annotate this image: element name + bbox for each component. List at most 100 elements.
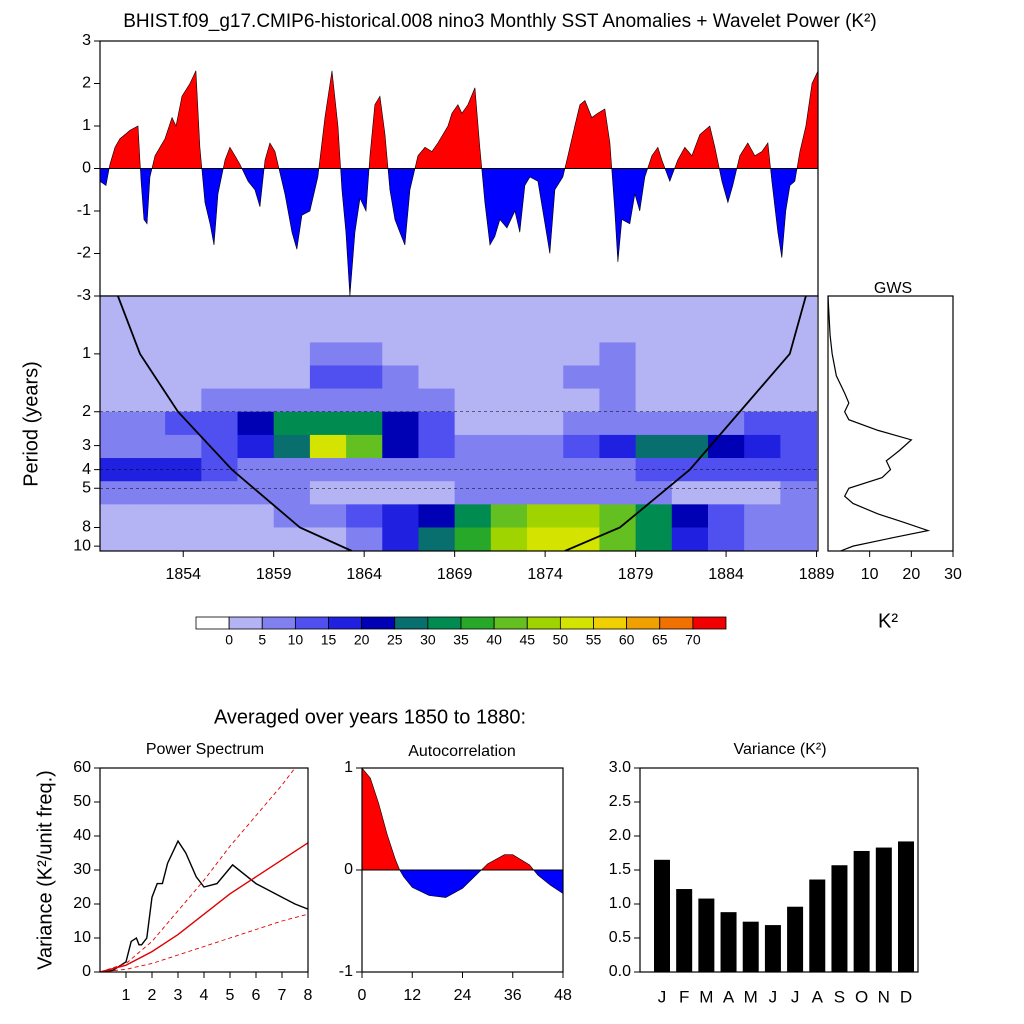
heat-cell	[346, 342, 383, 366]
plot-frame	[827, 295, 954, 552]
heat-cell	[382, 481, 419, 505]
heat-cell	[128, 296, 166, 320]
heat-cell	[599, 504, 637, 528]
heat-cell	[744, 527, 781, 551]
heat-cell	[599, 411, 637, 436]
bar	[654, 859, 670, 972]
heat-cell	[237, 411, 275, 436]
heat-cell	[671, 342, 709, 366]
colorbar-box	[328, 616, 363, 630]
series-line	[100, 913, 308, 972]
heat-cell	[309, 434, 347, 459]
x-tick-label: A	[812, 987, 824, 1006]
heat-cell	[490, 434, 528, 459]
heat-cell	[599, 365, 637, 390]
heat-cell	[563, 365, 600, 390]
heat-cell	[100, 342, 130, 366]
heat-cell	[165, 481, 202, 505]
heat-cell	[382, 527, 419, 551]
heat-cell	[563, 481, 600, 505]
colorbar-box	[294, 616, 329, 630]
heat-cell	[454, 527, 492, 551]
x-tick-label: 1879	[618, 566, 654, 583]
gws-line	[828, 296, 931, 551]
colorbar-label: 0	[225, 632, 233, 648]
heat-cell	[780, 504, 818, 528]
heat-cell	[635, 504, 673, 528]
heat-cell	[237, 458, 275, 482]
x-tick-label: 1854	[165, 566, 201, 583]
y-tick-label: 1.5	[609, 861, 631, 878]
colorbar-label: 65	[652, 632, 668, 648]
colorbar-box	[361, 616, 396, 630]
x-tick-label: J	[791, 987, 800, 1006]
heat-cell	[165, 365, 202, 390]
heat-cell	[165, 342, 202, 366]
heat-cell	[563, 411, 600, 436]
chart-title: Variance (K²)	[733, 741, 826, 758]
heat-cell	[201, 296, 239, 320]
heat-cell	[128, 411, 166, 436]
heat-cell	[454, 342, 492, 366]
heat-cell	[128, 458, 166, 482]
y-tick-label: 2.0	[609, 827, 631, 844]
x-tick-label: 1859	[256, 566, 292, 583]
heat-cell	[599, 527, 637, 551]
heat-cell	[563, 504, 600, 528]
heat-cell	[527, 504, 564, 528]
heat-cell	[165, 296, 202, 320]
y-tick-label: -3	[77, 287, 91, 304]
area	[362, 768, 563, 898]
heat-cell	[165, 458, 202, 482]
heat-cell	[201, 527, 239, 551]
y-tick-label: 2.5	[609, 793, 631, 810]
heat-cell	[527, 411, 564, 436]
colorbar-box	[228, 616, 263, 630]
x-tick-label: 6	[252, 987, 261, 1004]
plot-frame	[361, 767, 564, 973]
heat-cell	[454, 388, 492, 413]
y-tick-label: 10	[73, 537, 91, 554]
colorbar-label: 5	[258, 632, 266, 648]
heat-cell	[599, 342, 637, 366]
heat-cell	[128, 481, 166, 505]
heat-cell	[273, 388, 311, 413]
heat-cell	[165, 318, 202, 343]
plot-frame	[99, 295, 819, 552]
heat-cell	[527, 342, 564, 366]
heat-cell	[309, 365, 347, 390]
y-tick-label: 50	[73, 793, 91, 810]
colorbar-label: 50	[553, 632, 569, 648]
heat-cell	[744, 296, 781, 320]
bar	[875, 847, 892, 972]
heat-cell	[635, 318, 673, 343]
area	[100, 70, 818, 296]
heat-cell	[382, 388, 419, 413]
plot-frame	[99, 767, 309, 973]
heat-cell	[346, 388, 383, 413]
heat-cell	[744, 481, 781, 505]
x-tick-label: F	[679, 987, 689, 1006]
x-axis-label: K²	[878, 610, 898, 632]
heat-cell	[780, 481, 818, 505]
heat-cell	[309, 296, 347, 320]
y-tick-label: 3	[82, 437, 91, 454]
heat-cell	[418, 296, 456, 320]
heat-cell	[346, 434, 383, 459]
x-tick-label: 1884	[708, 566, 744, 583]
colorbar-box	[526, 616, 561, 630]
heat-cell	[707, 388, 745, 413]
y-tick-label: -1	[339, 963, 353, 980]
y-tick-label: 40	[73, 827, 91, 844]
heat-cell	[128, 342, 166, 366]
heat-cell	[128, 504, 166, 528]
x-tick-label: J	[769, 987, 778, 1006]
x-tick-label: 1	[122, 987, 131, 1004]
y-tick-label: 2	[82, 75, 91, 92]
heat-cell	[346, 504, 383, 528]
colorbar-box	[692, 616, 727, 630]
heat-cell	[780, 365, 818, 390]
heat-cell	[346, 365, 383, 390]
heat-cell	[744, 388, 781, 413]
